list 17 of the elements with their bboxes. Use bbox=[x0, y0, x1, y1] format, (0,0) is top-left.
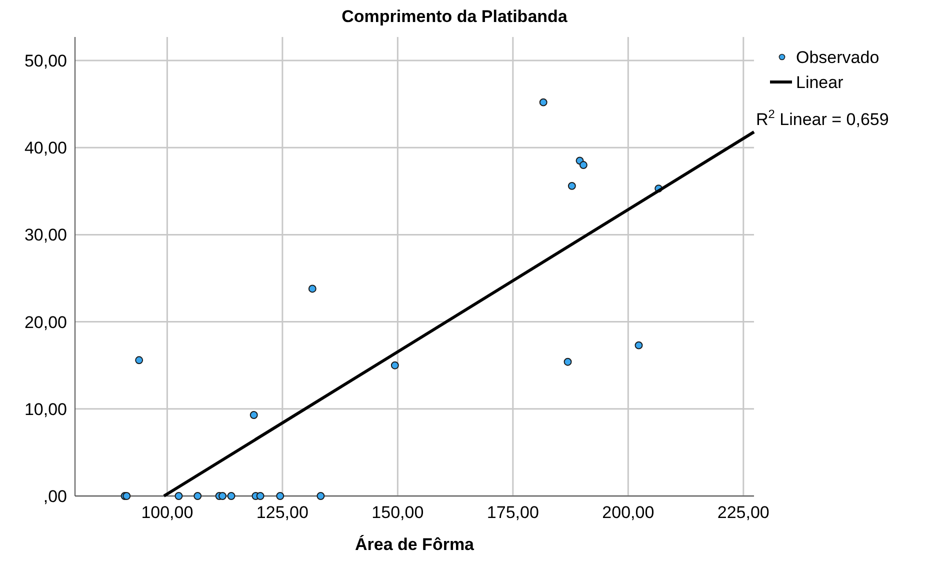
x-tick-label: 200,00 bbox=[602, 503, 654, 522]
x-tick-label: 150,00 bbox=[372, 503, 424, 522]
legend-label: Observado bbox=[796, 48, 880, 67]
y-tick-label: 30,00 bbox=[24, 226, 67, 245]
x-axis-title: Área de Fôrma bbox=[354, 534, 475, 554]
x-tick-label: 225,00 bbox=[717, 503, 770, 522]
y-tick-label: ,00 bbox=[43, 486, 67, 506]
chart-title: Comprimento da Platibanda bbox=[342, 7, 568, 26]
y-tick-label: 10,00 bbox=[24, 400, 67, 419]
x-tick-label: 125,00 bbox=[256, 503, 308, 522]
text: R$^{2}$ Linear = 0,659 bbox=[756, 107, 889, 129]
legend-label: Linear bbox=[796, 72, 844, 92]
y-tick-label: 20,00 bbox=[24, 312, 67, 332]
x-tick-label: 100,00 bbox=[141, 503, 194, 522]
x-tick-label: 175,00 bbox=[486, 503, 539, 522]
y-tick-label: 50,00 bbox=[24, 51, 67, 70]
y-tick-label: 40,00 bbox=[24, 138, 67, 158]
